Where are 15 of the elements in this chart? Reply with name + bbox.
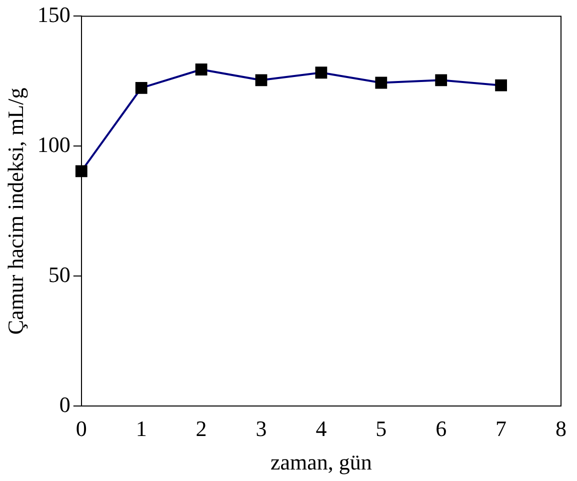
y-tick-label: 0 <box>59 392 70 417</box>
x-axis-title: zaman, gün <box>270 450 372 475</box>
x-tick-label: 0 <box>76 416 87 442</box>
x-tick-label: 7 <box>496 416 507 442</box>
x-tick-label: 2 <box>196 416 207 442</box>
y-tick-label: 100 <box>37 132 70 157</box>
x-tick-label: 4 <box>316 416 327 442</box>
y-tick-label: 50 <box>48 262 70 287</box>
x-tick-label: 6 <box>436 416 447 442</box>
x-tick-label: 8 <box>556 416 566 442</box>
x-tick-label: 3 <box>256 416 267 442</box>
y-axis-title: Çamur hacim indeksi, mL/g <box>2 88 28 335</box>
x-tick-label: 5 <box>376 416 387 442</box>
x-tick-label: 1 <box>136 416 147 442</box>
y-tick-label: 150 <box>37 2 70 27</box>
